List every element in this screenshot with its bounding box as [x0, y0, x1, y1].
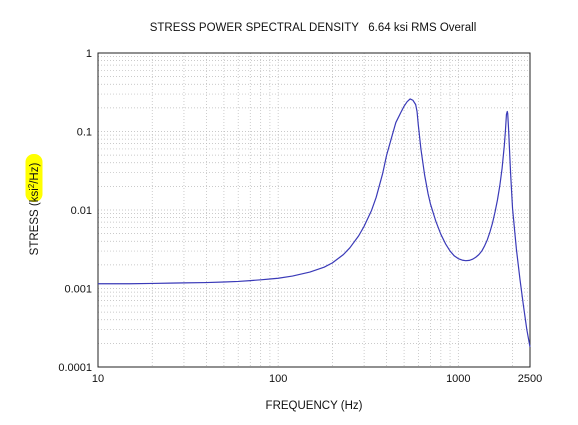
y-tick-label: 1 [86, 48, 92, 60]
y-axis-label-prefix: STRESS [29, 206, 41, 255]
y-tick-labels: 0.0001 0.001 0.01 0.1 1 [58, 48, 92, 374]
y-axis-label: STRESS (ksi2/Hz) [27, 163, 42, 256]
y-tick-label: 0.1 [77, 127, 92, 139]
y-axis-label-unit-end: /Hz) [29, 163, 41, 184]
x-tick-labels: 10 100 1000 2500 [92, 373, 542, 385]
y-axis-label-unit: (ksi [29, 188, 41, 206]
y-tick-label: 0.0001 [58, 362, 92, 374]
y-tick-label: 0.01 [71, 205, 92, 217]
plot-area-frame [97, 52, 531, 368]
x-tick-label: 10 [92, 373, 104, 385]
x-tick-label: 100 [269, 373, 287, 385]
chart-title: STRESS POWER SPECTRAL DENSITY 6.64 ksi R… [150, 22, 477, 34]
x-axis-label: FREQUENCY (Hz) [266, 400, 363, 412]
plot-grid [98, 53, 530, 367]
y-axis-label-superscript: 2 [27, 183, 36, 188]
x-tick-label: 1000 [446, 373, 470, 385]
x-tick-label: 2500 [518, 373, 542, 385]
y-axis-unit-highlight [25, 154, 43, 202]
series-line [98, 98, 531, 348]
y-tick-label: 0.001 [64, 284, 92, 296]
